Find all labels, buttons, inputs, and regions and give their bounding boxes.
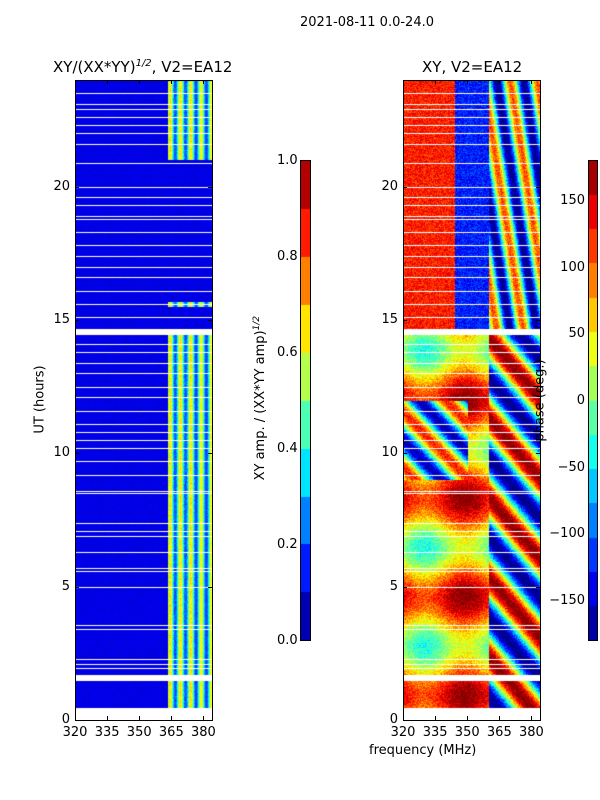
tick-mark: [208, 186, 212, 188]
cb1-label-main: XY amp. / (XX*YY amp): [253, 330, 269, 481]
tick-mark: [499, 716, 501, 720]
tick-mark: [403, 186, 407, 188]
y-tick-label: 20: [381, 178, 398, 194]
tick-mark: [435, 716, 437, 720]
colorbar-tick-label: 0.8: [277, 249, 298, 264]
tick-mark: [171, 80, 173, 84]
y-tick-label: 10: [53, 445, 70, 461]
left-title-rest: , V2=EA12: [151, 58, 233, 76]
phase-colorbar-frame: [588, 160, 598, 641]
y-tick-label: 20: [53, 178, 70, 194]
tick-mark: [75, 586, 79, 588]
tick-mark: [139, 716, 141, 720]
tick-mark: [536, 720, 540, 721]
y-tick-label: 15: [381, 312, 398, 327]
phase-colorbar: [588, 160, 597, 640]
colorbar-tick-label: 150: [560, 193, 585, 208]
tick-mark: [75, 453, 79, 455]
x-tick-label: 335: [422, 725, 448, 740]
tick-mark: [171, 716, 173, 720]
tick-mark: [203, 716, 205, 720]
y-tick-label: 15: [53, 312, 70, 327]
colorbar-tick-label: 1.0: [277, 153, 298, 168]
left-panel-title: XY/(XX*YY)1/2, V2=EA12: [53, 58, 232, 76]
tick-mark: [403, 586, 407, 588]
x-tick-label: 365: [486, 725, 512, 740]
tick-mark: [75, 80, 76, 84]
colorbar-tick-label: 0.0: [277, 633, 298, 648]
x-tick-label: 320: [62, 725, 88, 740]
colorbar-tick-label: 0: [576, 393, 585, 408]
colorbar-tick-label: 0.2: [277, 537, 298, 552]
tick-mark: [536, 453, 540, 455]
tick-mark: [531, 716, 533, 720]
tick-mark: [75, 716, 76, 720]
tick-mark: [75, 186, 79, 188]
y-tick-label: 10: [381, 445, 398, 461]
x-tick-label: 350: [454, 725, 480, 740]
tick-mark: [403, 720, 407, 721]
tick-mark: [403, 320, 407, 321]
colorbar-tick-label: −150: [549, 593, 585, 608]
phase-heatmap: [403, 80, 540, 720]
colorbar-tick-label: 50: [568, 326, 585, 342]
colorbar-tick-label: −100: [549, 526, 585, 542]
amplitude-heatmap: [75, 80, 212, 720]
tick-mark: [403, 80, 404, 84]
left-title-sup: 1/2: [135, 58, 152, 69]
x-tick-label: 335: [94, 725, 120, 740]
colorbar-tick-label: 0.6: [277, 345, 298, 360]
xlabel: frequency (MHz): [369, 743, 477, 758]
tick-mark: [435, 80, 437, 84]
colorbar-tick-label: −50: [557, 459, 585, 475]
tick-mark: [107, 80, 109, 84]
y-tick-label: 5: [389, 578, 398, 594]
tick-mark: [75, 320, 79, 321]
tick-mark: [403, 716, 404, 720]
amplitude-colorbar-label: XY amp. / (XX*YY amp)1/2: [252, 298, 268, 498]
tick-mark: [75, 720, 79, 721]
tick-mark: [536, 586, 540, 588]
left-ylabel: UT (hours): [32, 365, 48, 434]
amplitude-colorbar-frame: [300, 160, 311, 641]
y-tick-label: 0: [61, 712, 70, 727]
colorbar-tick-label: 0.4: [277, 441, 298, 456]
cb1-label-sup: 1/2: [251, 315, 262, 331]
y-tick-label: 5: [61, 578, 70, 594]
tick-mark: [139, 80, 141, 84]
figure-suptitle: 2021-08-11 0.0-24.0: [300, 15, 434, 30]
tick-mark: [536, 320, 540, 321]
tick-mark: [107, 716, 109, 720]
left-axes-frame: [75, 80, 213, 721]
y-tick-label: 0: [389, 712, 398, 727]
tick-mark: [403, 453, 407, 455]
phase-colorbar-label: phase (deg.): [532, 359, 548, 442]
x-tick-label: 380: [519, 725, 544, 740]
x-tick-label: 320: [390, 725, 416, 740]
tick-mark: [208, 320, 212, 321]
x-tick-label: 380: [191, 725, 216, 740]
right-axes-frame: [403, 80, 541, 721]
tick-mark: [208, 586, 212, 588]
x-tick-label: 365: [158, 725, 184, 740]
tick-mark: [499, 80, 501, 84]
amplitude-colorbar: [300, 160, 310, 640]
colorbar-tick-label: 100: [560, 259, 585, 275]
left-title-main: XY/(XX*YY): [53, 58, 136, 76]
x-tick-label: 350: [126, 725, 152, 740]
tick-mark: [536, 186, 540, 188]
tick-mark: [467, 80, 469, 84]
tick-mark: [467, 716, 469, 720]
tick-mark: [203, 80, 205, 84]
tick-mark: [208, 453, 212, 455]
right-panel-title: XY, V2=EA12: [422, 58, 523, 76]
tick-mark: [208, 720, 212, 721]
tick-mark: [531, 80, 533, 84]
